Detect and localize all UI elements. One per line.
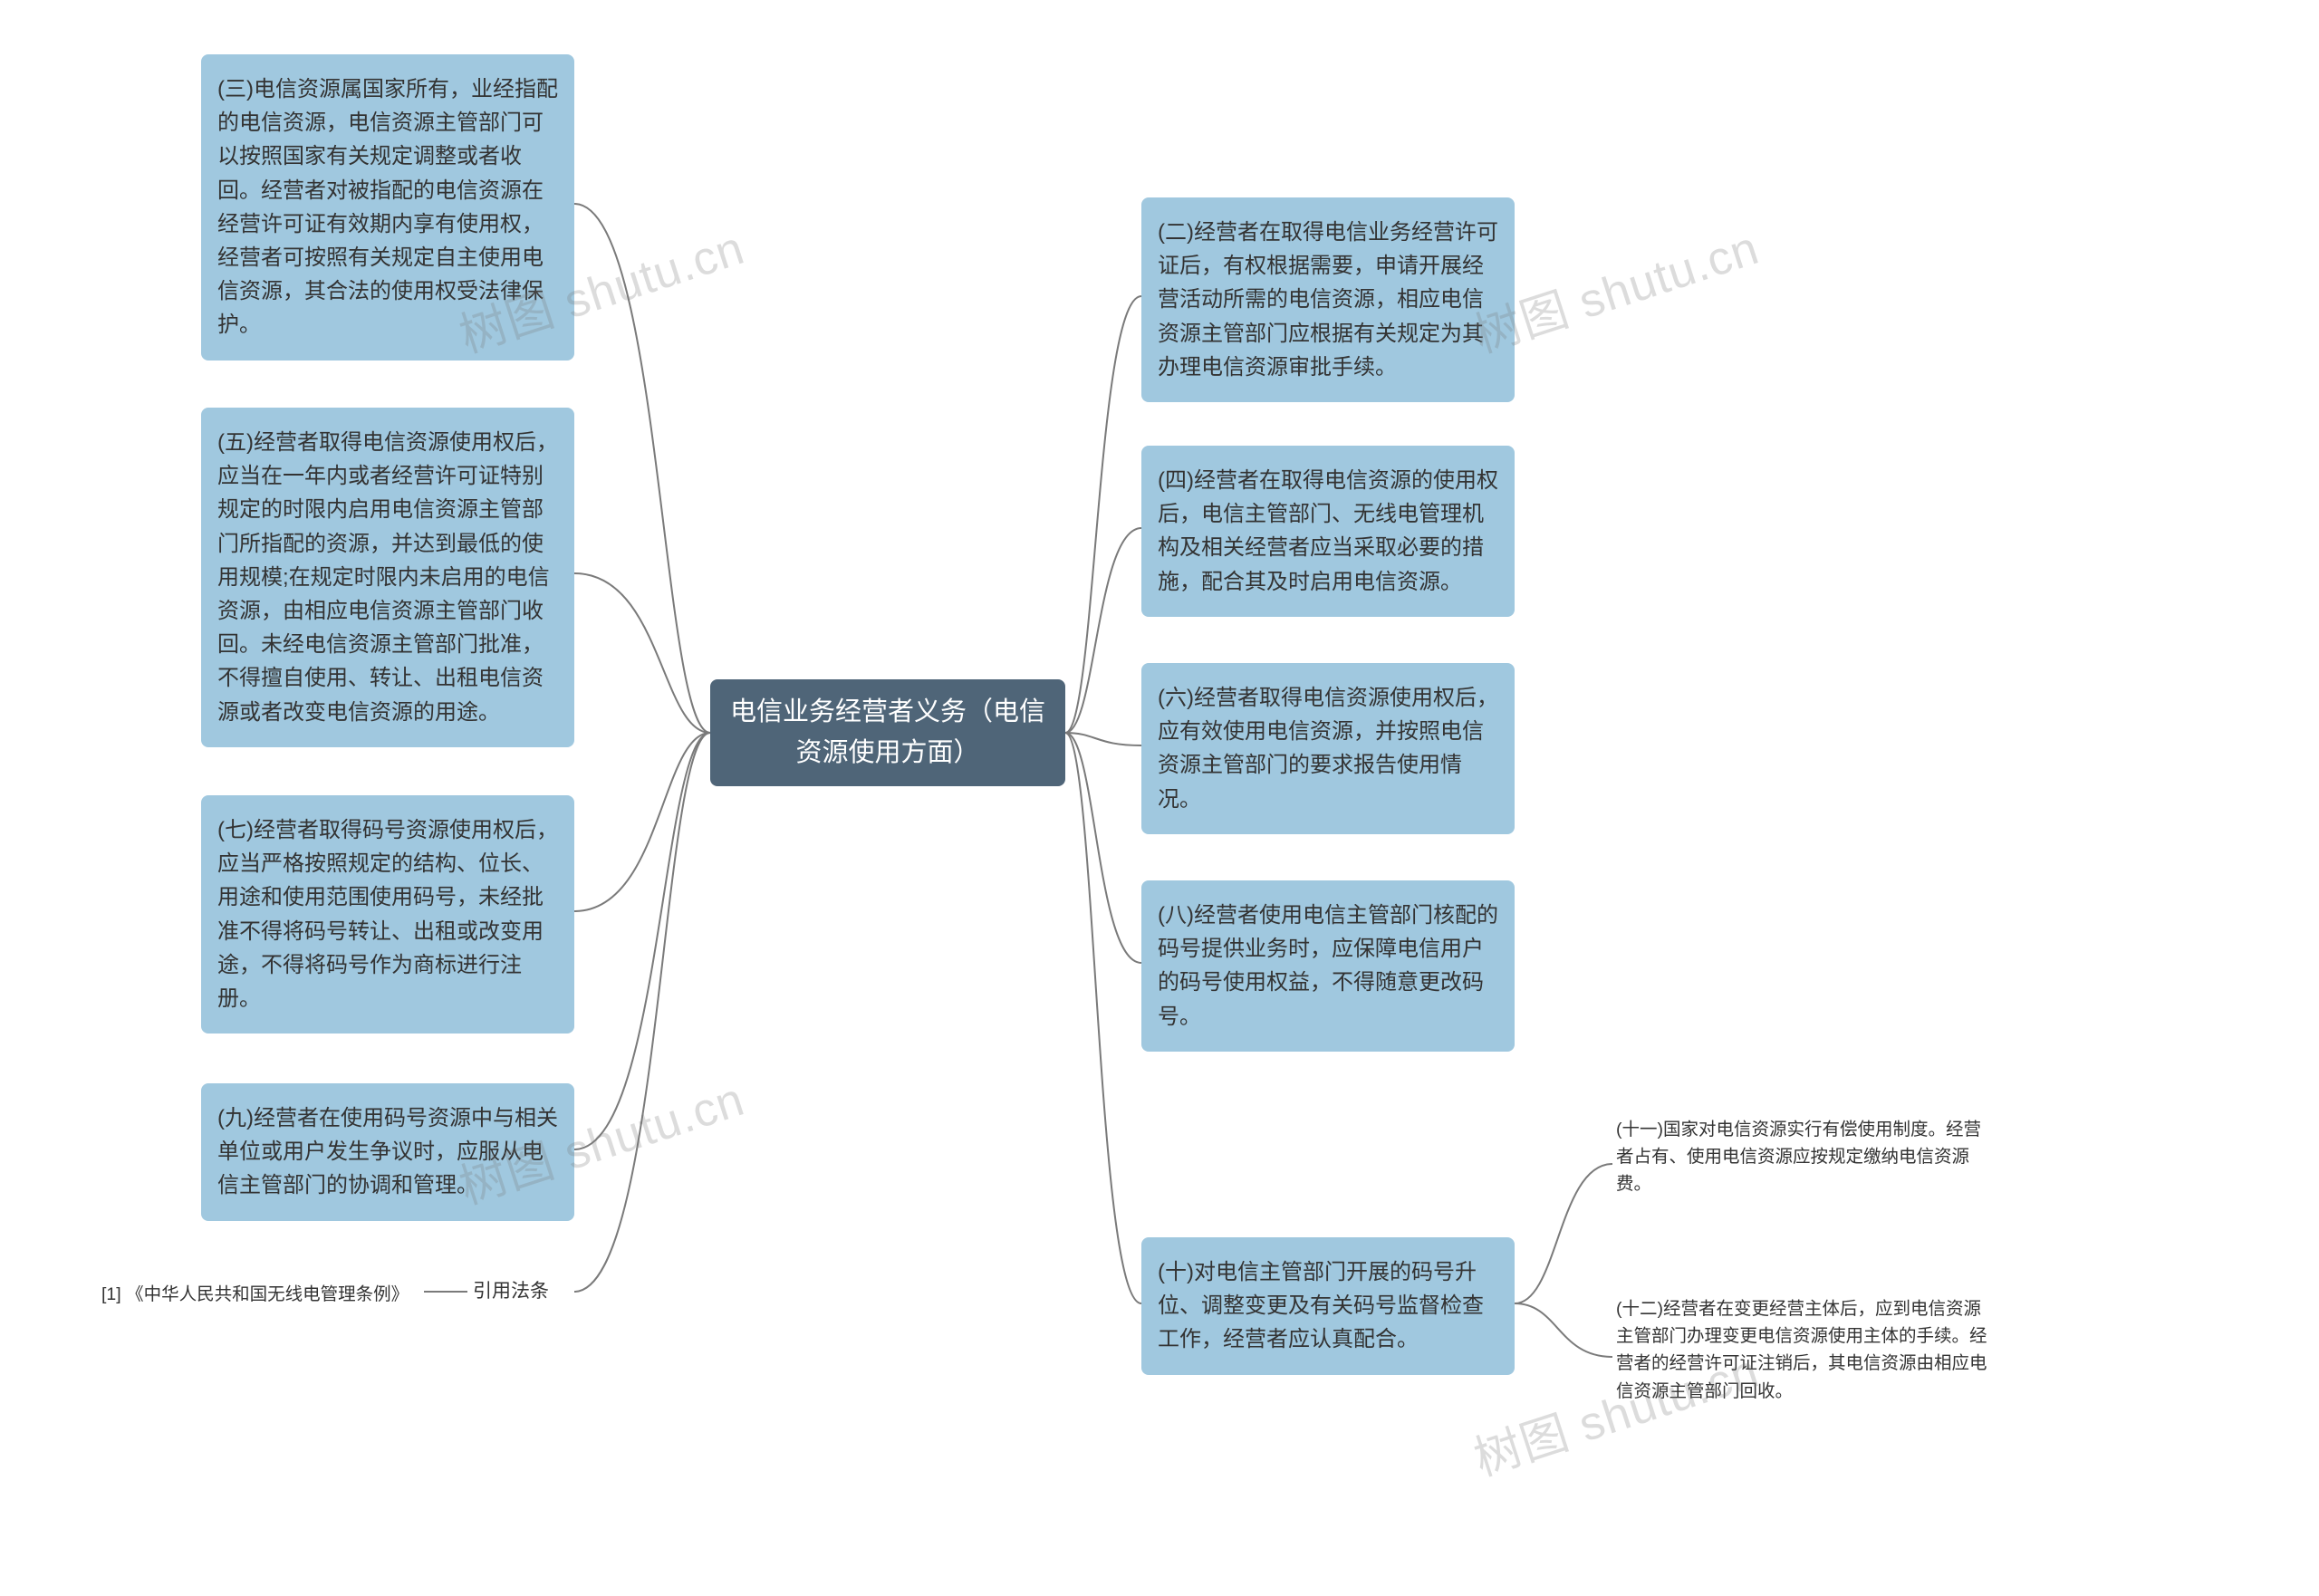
node-text: (八)经营者使用电信主管部门核配的码号提供业务时，应保障电信用户的码号使用权益，… xyxy=(1158,903,1498,1029)
node-text: (三)电信资源属国家所有，业经指配的电信资源，电信资源主管部门可以按照国家有关规… xyxy=(217,77,558,337)
node-text: (五)经营者取得电信资源使用权后，应当在一年内或者经营许可证特别规定的时限内启用… xyxy=(217,430,558,725)
node-text: (十)对电信主管部门开展的码号升位、调整变更及有关码号监督检查工作，经营者应认真… xyxy=(1158,1260,1484,1351)
node-right-4: (四)经营者在取得电信资源的使用权后，电信主管部门、无线电管理机构及相关经营者应… xyxy=(1141,446,1515,617)
node-left-9: (九)经营者在使用码号资源中与相关单位或用户发生争议时，应服从电信主管部门的协调… xyxy=(201,1083,574,1221)
node-text: 引用法条 xyxy=(473,1281,549,1302)
node-text: (七)经营者取得码号资源使用权后，应当严格按照规定的结构、位长、用途和使用范围使… xyxy=(217,818,558,1011)
node-text: (六)经营者取得电信资源使用权后，应有效使用电信资源，并按照电信资源主管部门的要… xyxy=(1158,686,1498,812)
node-extra-11: (十一)国家对电信资源实行有偿使用制度。经营者占有、使用电信资源应按规定缴纳电信… xyxy=(1612,1114,2002,1200)
node-left-citelaw: 引用法条 xyxy=(467,1274,574,1311)
node-right-10: (十)对电信主管部门开展的码号升位、调整变更及有关码号监督检查工作，经营者应认真… xyxy=(1141,1237,1515,1375)
node-right-2: (二)经营者在取得电信业务经营许可证后，有权根据需要，申请开展经营活动所需的电信… xyxy=(1141,197,1515,402)
node-left-7: (七)经营者取得码号资源使用权后，应当严格按照规定的结构、位长、用途和使用范围使… xyxy=(201,795,574,1034)
cite-ref: [1] 《中华人民共和国无线电管理条例》 xyxy=(98,1279,424,1310)
cite-ref-text: [1] 《中华人民共和国无线电管理条例》 xyxy=(101,1284,409,1304)
center-node-text: 电信业务经营者义务（电信资源使用方面） xyxy=(728,692,1047,774)
node-left-5: (五)经营者取得电信资源使用权后，应当在一年内或者经营许可证特别规定的时限内启用… xyxy=(201,408,574,747)
node-text: (四)经营者在取得电信资源的使用权后，电信主管部门、无线电管理机构及相关经营者应… xyxy=(1158,468,1498,594)
node-left-3: (三)电信资源属国家所有，业经指配的电信资源，电信资源主管部门可以按照国家有关规… xyxy=(201,54,574,361)
node-text: (二)经营者在取得电信业务经营许可证后，有权根据需要，申请开展经营活动所需的电信… xyxy=(1158,220,1498,380)
node-text: (九)经营者在使用码号资源中与相关单位或用户发生争议时，应服从电信主管部门的协调… xyxy=(217,1106,558,1197)
center-node: 电信业务经营者义务（电信资源使用方面） xyxy=(710,679,1065,786)
node-text: (十一)国家对电信资源实行有偿使用制度。经营者占有、使用电信资源应按规定缴纳电信… xyxy=(1616,1120,1981,1194)
node-right-8: (八)经营者使用电信主管部门核配的码号提供业务时，应保障电信用户的码号使用权益，… xyxy=(1141,880,1515,1052)
node-text: (十二)经营者在变更经营主体后，应到电信资源主管部门办理变更电信资源使用主体的手… xyxy=(1616,1299,1987,1401)
node-right-6: (六)经营者取得电信资源使用权后，应有效使用电信资源，并按照电信资源主管部门的要… xyxy=(1141,663,1515,834)
node-extra-12: (十二)经营者在变更经营主体后，应到电信资源主管部门办理变更电信资源使用主体的手… xyxy=(1612,1293,2002,1407)
